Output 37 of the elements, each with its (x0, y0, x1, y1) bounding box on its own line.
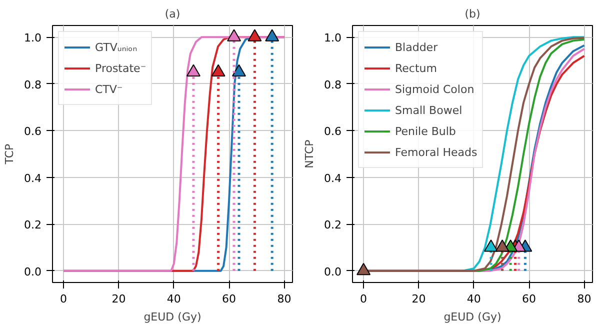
y-tick-label: 0.4 (324, 172, 342, 185)
y-tick-label: 0.6 (324, 125, 342, 138)
legend-label: Penile Bulb (395, 124, 456, 138)
x-tick-label: 20 (112, 292, 126, 306)
y-tick-label: 1.0 (324, 32, 342, 45)
legend-label: Femoral Heads (395, 145, 478, 159)
y-tick-label: 0.0 (24, 265, 42, 278)
x-tick-label: 60 (222, 292, 236, 306)
x-tick-label: 60 (522, 292, 536, 306)
x-tick-label: 20 (412, 292, 426, 306)
x-tick-label: 80 (277, 292, 292, 306)
x-tick-label: 0 (360, 292, 368, 306)
legend-label: CTV⁻ (95, 82, 123, 96)
legend-label: Small Bowel (395, 103, 462, 117)
y-tick-label: 0.4 (24, 172, 42, 185)
legend-label: Sigmoid Colon (395, 82, 474, 96)
x-axis-title: gEUD (Gy) (444, 310, 502, 324)
x-axis-title: gEUD (Gy) (144, 310, 202, 324)
y-tick-label: 0.6 (24, 125, 42, 138)
y-axis-title: NTCP (303, 139, 316, 168)
y-axis-title: TCP (3, 143, 16, 166)
legend-label: Prostate⁻ (95, 61, 146, 75)
y-tick-label: 0.2 (324, 218, 342, 232)
y-tick-label: 0.0 (324, 265, 342, 278)
y-tick-label: 0.8 (24, 78, 42, 92)
legend-label: GTVᵤₙᵢₒₙ (95, 40, 138, 54)
x-tick-label: 40 (466, 292, 481, 306)
x-tick-label: 0 (60, 292, 68, 306)
x-tick-label: 40 (166, 292, 181, 306)
y-tick-label: 1.0 (24, 32, 42, 45)
chart-title: (b) (464, 8, 480, 20)
chart-title: (a) (164, 8, 180, 20)
y-tick-label: 0.2 (24, 218, 42, 232)
legend-label: Bladder (395, 40, 438, 54)
legend-label: Rectum (395, 61, 437, 75)
x-tick-label: 80 (577, 292, 592, 306)
y-tick-label: 0.8 (324, 78, 342, 92)
